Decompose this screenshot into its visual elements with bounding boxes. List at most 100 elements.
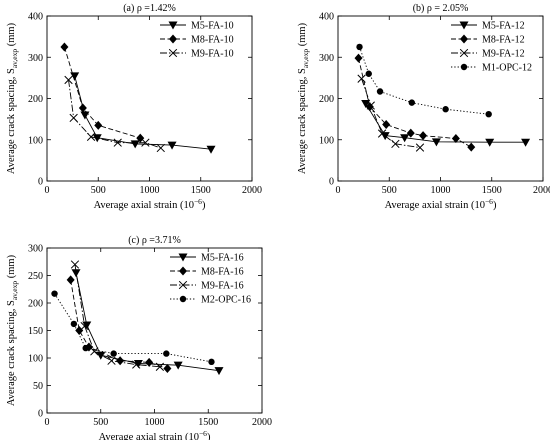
cross-marker: [168, 48, 178, 58]
series-M9-FA-16: [70, 260, 165, 371]
legend-item: M8-FA-12: [451, 34, 525, 46]
cross-marker: [69, 113, 78, 123]
diamond-marker: [406, 128, 415, 138]
y-axis-label: Average crack spacing, Sav,exp (mm): [6, 22, 19, 174]
y-tick-label: 100: [28, 354, 43, 365]
legend-label: M9-FA-12: [482, 49, 525, 60]
chart-title: (b) ρ = 2.05%: [413, 3, 469, 14]
cross-marker: [113, 138, 122, 147]
diamond-marker: [94, 120, 103, 130]
triangle-marker: [71, 269, 81, 278]
triangle-marker: [173, 361, 183, 370]
circle-marker: [408, 99, 415, 106]
legend-label: M5-FA-16: [201, 253, 244, 264]
legend: M5-FA-16 M8-FA-16 M9-FA-16 M2-OPC-16: [170, 253, 251, 306]
diamond-marker: [60, 42, 69, 52]
triangle-marker: [214, 367, 224, 376]
x-tick-label: 1000: [431, 185, 451, 196]
circle-marker: [376, 88, 384, 95]
y-tick-label: 200: [28, 299, 43, 310]
cross-marker: [415, 143, 425, 152]
cross-marker: [80, 321, 89, 331]
cross-marker: [366, 101, 375, 110]
y-tick-label: 250: [28, 271, 43, 282]
legend: M5-FA-12 M8-FA-12 M9-FA-12 M1-OPC-12: [451, 21, 532, 74]
diamond-marker: [467, 142, 476, 152]
legend-item: M5-FA-16: [170, 253, 244, 264]
series-line: [75, 272, 220, 372]
triangle-marker: [70, 72, 80, 81]
chart-panel-2: 0 500 1000 1500 2000 0 100 200 300 400 (b) ρ = 2.0…: [297, 3, 550, 211]
x-tick-label: 1500: [482, 185, 502, 196]
cross-marker: [459, 48, 469, 58]
legend-item: M5-FA-10: [160, 21, 234, 32]
x-axis-label: Average axial strain (10−6): [385, 197, 497, 211]
chart-panel-3: 0 500 1000 1500 2000 0 50 100 150 200 250 300 (c) ρ …: [6, 235, 272, 440]
x-tick-label: 1500: [191, 185, 211, 196]
x-tick-label: 2000: [533, 185, 550, 196]
cross-marker: [90, 347, 99, 356]
y-tick-label: 0: [38, 409, 43, 420]
x-axis-ticks: 0 500 1000 1500 2000: [45, 16, 262, 196]
y-tick-label: 50: [33, 381, 43, 392]
x-tick-label: 2000: [242, 185, 262, 196]
chart-panel-1: 0 500 1000 1500 2000 0 100 200 300 400 (a) ρ =1.42…: [6, 3, 262, 211]
diamond-marker: [66, 275, 75, 285]
y-axis-label: Average crack spacing, Sav,exp (mm): [297, 22, 310, 174]
series-line: [361, 78, 421, 149]
legend-label: M5-FA-12: [482, 21, 525, 32]
y-tick-label: 400: [319, 12, 334, 23]
y-tick-label: 300: [28, 244, 43, 255]
y-axis-label: Average crack spacing, Sav,exp (mm): [6, 254, 19, 406]
x-tick-label: 1000: [140, 185, 160, 196]
series-M8-FA-16: [66, 275, 172, 373]
series-M9-FA-10: [64, 75, 165, 153]
legend-label: M9-FA-16: [201, 281, 244, 292]
diamond-marker: [145, 357, 154, 367]
y-tick-label: 100: [319, 135, 334, 146]
diamond-marker: [179, 266, 187, 276]
y-axis-ticks: 0 100 200 300 400: [28, 12, 252, 188]
legend-label: M2-OPC-16: [201, 295, 251, 306]
triangle-marker: [167, 141, 177, 150]
x-tick-label: 500: [91, 185, 106, 196]
x-axis-ticks: 0 500 1000 1500 2000: [336, 16, 550, 196]
y-tick-label: 200: [319, 94, 334, 105]
diamond-marker: [451, 134, 460, 144]
circle-marker: [82, 344, 89, 352]
legend-label: M8-FA-16: [201, 267, 244, 278]
y-tick-label: 150: [28, 326, 43, 337]
circle-marker: [365, 70, 372, 77]
circle-marker: [163, 350, 170, 357]
triangle-marker: [485, 138, 495, 147]
circle-marker: [460, 63, 468, 71]
legend-item: M8-FA-10: [160, 34, 234, 46]
series-M5-FA-10: [70, 72, 216, 154]
chart-title: (c) ρ =3.71%: [128, 235, 181, 246]
x-axis-label: Average axial strain (10−6): [99, 429, 211, 440]
series-line: [74, 264, 160, 368]
y-tick-label: 200: [28, 94, 43, 105]
cross-marker: [357, 74, 366, 83]
x-tick-label: 0: [45, 185, 50, 196]
y-axis-ticks: 0 100 200 300 400: [319, 12, 543, 188]
triangle-marker: [400, 134, 410, 143]
circle-marker: [356, 43, 363, 51]
series-line: [68, 79, 161, 149]
series-M9-FA-12: [357, 74, 425, 152]
legend-label: M9-FA-10: [191, 49, 234, 60]
series-line: [54, 293, 212, 363]
x-tick-label: 500: [382, 185, 397, 196]
legend-item: M9-FA-16: [170, 281, 244, 292]
triangle-marker: [168, 21, 178, 30]
series-line: [365, 103, 526, 143]
cross-marker: [178, 280, 188, 290]
legend-label: M1-OPC-12: [482, 63, 532, 74]
triangle-marker: [521, 138, 531, 147]
triangle-marker: [431, 138, 441, 147]
x-tick-label: 0: [45, 417, 50, 428]
circle-marker: [179, 295, 187, 303]
circle-marker: [208, 358, 215, 366]
diamond-marker: [163, 363, 172, 373]
